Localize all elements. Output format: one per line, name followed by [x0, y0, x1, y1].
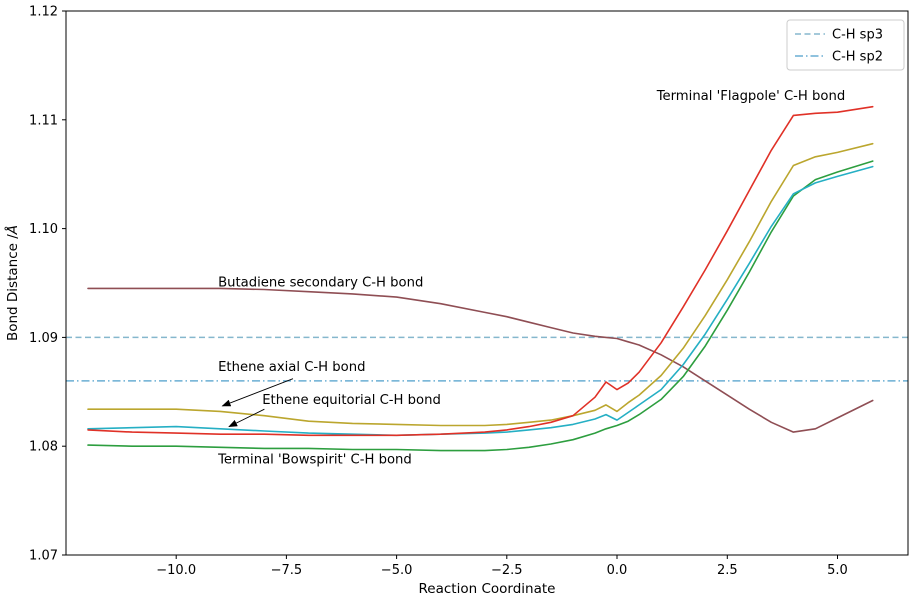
y-tick-label: 1.10: [29, 222, 58, 237]
series-line-ethene-axial-c-h-bond: [87, 142, 874, 427]
y-tick-label: 1.11: [29, 113, 58, 128]
series-line-butadiene-secondary-c-h-bond: [87, 287, 874, 433]
annotation-ethene-axial-c-h-bond: Ethene axial C-H bond: [218, 360, 365, 375]
plot-border: [65, 10, 909, 556]
legend-box: [786, 19, 905, 71]
x-tick-label: −10.0: [156, 563, 196, 578]
x-tick-label: 5.0: [827, 563, 848, 578]
annotation-ethene-equitorial-c-h-bond: Ethene equitorial C-H bond: [262, 393, 441, 408]
x-tick-label: −7.5: [271, 563, 303, 578]
annotation-arrow: [221, 378, 294, 407]
x-tick-label: −5.0: [381, 563, 413, 578]
x-tick-label: 0.0: [607, 563, 628, 578]
x-axis-label: Reaction Coordinate: [419, 581, 556, 597]
legend: C-H sp3 C-H sp2: [786, 19, 905, 71]
annotation-arrow: [228, 408, 265, 428]
legend-label-c-h-sp2: C-H sp2: [832, 50, 883, 65]
y-tick-label: 1.12: [29, 5, 58, 20]
legend-label-c-h-sp3: C-H sp3: [832, 28, 883, 43]
x-tick-label: 2.5: [717, 563, 738, 578]
y-tick-label: 1.09: [29, 331, 58, 346]
x-tick-label: −2.5: [491, 563, 523, 578]
y-tick-label: 1.07: [29, 549, 58, 564]
annotation-terminal-bowspirit-c-h-bond: Terminal 'Bowspirit' C-H bond: [217, 453, 412, 468]
y-tick-label: 1.08: [29, 440, 58, 455]
y-axis-label: Bond Distance /Å: [4, 225, 21, 341]
series-line-terminal-flagpole-c-h-bond: [87, 105, 874, 437]
annotation-terminal-flagpole-c-h-bond: Terminal 'Flagpole' C-H bond: [656, 89, 846, 104]
annotation-butadiene-secondary-c-h-bond: Butadiene secondary C-H bond: [218, 275, 423, 290]
series-line-ethene-equitorial-c-h-bond: [87, 165, 874, 437]
series-line-terminal-bowspirit-c-h-bond: [87, 160, 874, 452]
